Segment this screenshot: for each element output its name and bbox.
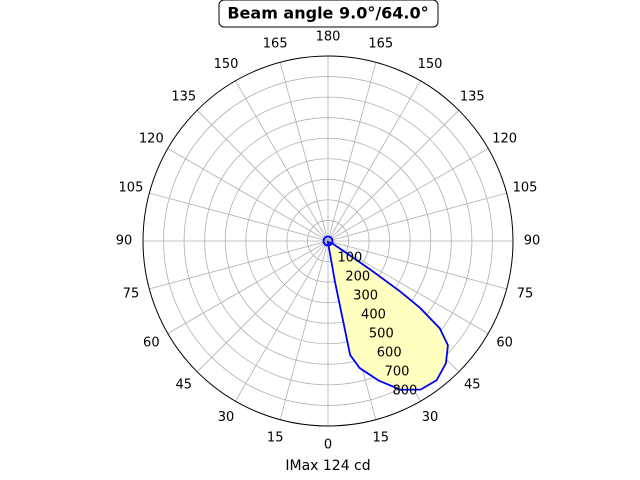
theta-tick-label: 30 <box>218 410 235 425</box>
angular-grid-line <box>327 109 460 242</box>
plot: 100 200 300 400 500 600 700 800 <box>142 55 514 427</box>
theta-tick-label: 75 <box>517 286 534 301</box>
radial-tick-label: 400 <box>361 307 386 322</box>
angular-grid-line <box>149 192 329 242</box>
angular-grid-line <box>327 80 421 242</box>
angular-grid-line <box>327 240 507 290</box>
theta-tick-label: 180 <box>316 30 341 45</box>
angular-grid-line <box>235 80 329 242</box>
theta-tick-label: 60 <box>143 336 160 351</box>
theta-tick-label: 135 <box>171 89 196 104</box>
theta-tick-label: 135 <box>460 89 485 104</box>
theta-tick-label: 45 <box>464 378 481 393</box>
radial-tick-label: 800 <box>393 383 418 398</box>
radial-tick-label: 100 <box>337 250 362 265</box>
theta-tick-label: 120 <box>492 132 517 147</box>
theta-tick-label: 30 <box>422 410 439 425</box>
theta-tick-label: 60 <box>496 336 513 351</box>
theta-tick-label: 15 <box>267 431 284 446</box>
radial-tick-label: 200 <box>345 269 370 284</box>
angular-grid-line <box>327 192 507 242</box>
radial-tick-label: 700 <box>385 364 410 379</box>
theta-tick-label: 90 <box>524 234 541 249</box>
angular-grid-line <box>327 62 377 242</box>
theta-tick-label: 45 <box>175 378 192 393</box>
theta-tick-label: 165 <box>368 36 393 51</box>
radial-tick-label: 600 <box>377 345 402 360</box>
beam-area <box>328 242 448 390</box>
chart-title: Beam angle 9.0°/64.0° <box>227 4 428 23</box>
theta-tick-label: 150 <box>418 57 443 72</box>
angular-grid-line <box>327 240 489 334</box>
theta-tick-label: 105 <box>513 181 538 196</box>
theta-tick-label: 165 <box>263 36 288 51</box>
angular-grid-line <box>327 148 489 242</box>
polar-spine <box>142 55 514 427</box>
angular-grid-line <box>149 240 329 290</box>
angular-grid-line <box>235 240 329 402</box>
x-axis-label: IMax 124 cd <box>285 458 370 474</box>
angular-grid-line <box>196 109 329 242</box>
title-box <box>218 0 439 28</box>
theta-tick-label: 0 <box>324 438 332 453</box>
beam-line <box>326 240 449 391</box>
angular-grid-line <box>167 148 329 242</box>
angular-grid-line <box>167 240 329 334</box>
radial-tick-label: 500 <box>369 326 394 341</box>
angular-grid-line <box>196 240 329 373</box>
theta-tick-label: 105 <box>119 181 144 196</box>
radial-tick-label: 300 <box>353 288 378 303</box>
grid: 0 15 30 45 60 75 90 105 120 135 150 165 180 165 150 135… <box>116 30 541 453</box>
theta-tick-label: 150 <box>214 57 239 72</box>
theta-tick-label: 15 <box>373 431 390 446</box>
theta-tick-label: 75 <box>123 286 140 301</box>
theta-tick-label: 90 <box>116 234 133 249</box>
angular-grid-line <box>279 62 329 242</box>
center-marker <box>322 235 334 247</box>
theta-tick-label: 120 <box>139 132 164 147</box>
angular-grid-line <box>279 240 329 420</box>
